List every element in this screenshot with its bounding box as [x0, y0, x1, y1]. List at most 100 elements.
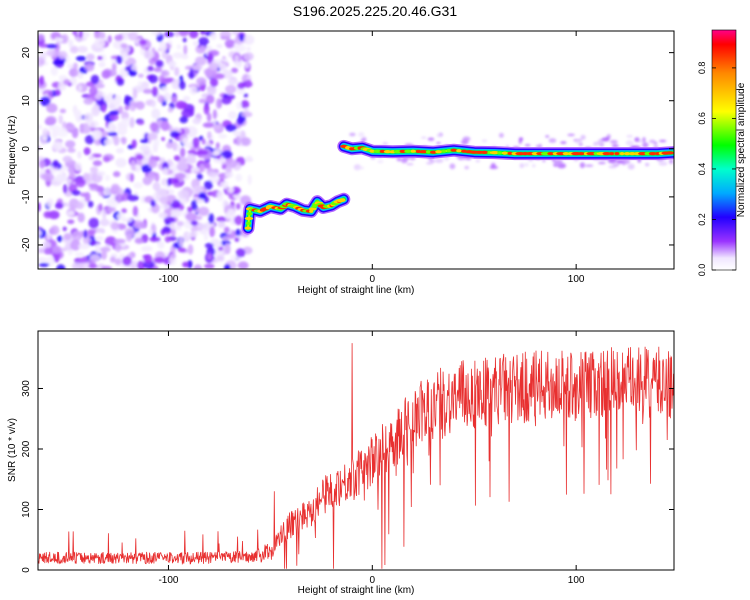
noise-blob: [78, 243, 90, 250]
noise-blob: [71, 190, 81, 196]
noise-blob: [104, 139, 113, 146]
noise-blob: [94, 83, 105, 89]
noise-blob: [158, 212, 168, 219]
signal-hotspot: [369, 149, 376, 153]
noise-blob: [84, 134, 95, 145]
noise-blob: [226, 86, 234, 96]
noise-blob: [70, 76, 76, 85]
noise-blob: [195, 56, 207, 66]
signal-hotspot: [308, 207, 317, 211]
noise-blob: [153, 138, 160, 147]
noise-blob: [222, 236, 231, 241]
noise-blob: [115, 243, 122, 253]
signal-hotspot: [562, 152, 570, 156]
noise-blob: [88, 155, 95, 161]
spectrogram-y-tick-label: -10: [21, 189, 32, 204]
noise-blob: [148, 74, 158, 84]
noise-blob: [63, 233, 72, 241]
noise-blob: [58, 114, 63, 125]
snr-x-tick-label: 100: [568, 575, 585, 586]
noise-blob: [227, 79, 239, 85]
noise-blob: [176, 221, 184, 227]
signal-halo-blob: [449, 163, 456, 170]
signal-halo-blob: [349, 132, 356, 137]
noise-blob: [170, 208, 183, 217]
noise-blob: [67, 147, 76, 153]
noise-blob: [212, 124, 221, 130]
noise-blob: [168, 60, 177, 67]
signal-halo-blob: [358, 132, 365, 138]
signal-hotspot: [379, 149, 386, 153]
signal-hotspot: [245, 221, 252, 225]
noise-blob: [171, 96, 178, 104]
noise-blob: [185, 212, 197, 221]
noise-blob: [209, 226, 216, 238]
noise-blob: [243, 93, 249, 98]
noise-blob: [247, 174, 252, 186]
signal-hotspot: [666, 151, 674, 155]
noise-blob: [174, 31, 180, 38]
noise-blob: [132, 88, 138, 99]
noise-blob: [183, 44, 188, 55]
noise-blob: [38, 124, 43, 130]
noise-blob: [209, 78, 219, 87]
colorbar: 0.0 0.2 0.4 0.6 0.8 Normalized spectral ampl…: [697, 29, 747, 276]
noise-blob: [132, 102, 140, 108]
snr-series-line: [38, 343, 674, 569]
noise-blob: [38, 262, 50, 267]
noise-blob: [38, 56, 45, 67]
noise-blob: [131, 139, 137, 149]
signal-halo-blob: [490, 162, 496, 169]
noise-blob: [232, 130, 242, 137]
noise-blob: [231, 67, 239, 74]
signal-hotspot: [339, 198, 346, 202]
noise-blob: [216, 44, 223, 49]
noise-blob: [63, 79, 71, 86]
noise-blob: [62, 155, 73, 163]
signal-hotspot: [502, 151, 508, 155]
signal-hotspot: [244, 226, 252, 230]
noise-blob: [187, 206, 193, 213]
noise-blob: [143, 254, 153, 264]
signal-halo-blob: [626, 134, 633, 138]
noise-blob: [40, 96, 51, 107]
signal-halo-blob: [560, 141, 567, 145]
signal-halo-blob: [659, 139, 667, 143]
noise-blob: [239, 33, 245, 42]
signal-hotspot: [410, 149, 416, 153]
noise-blob: [54, 202, 64, 209]
signal-halo-blob: [475, 159, 481, 163]
signal-halo-blob: [621, 158, 631, 165]
signal-halo-blob: [356, 166, 365, 170]
noise-blob: [38, 257, 48, 262]
signal-hotspot: [638, 152, 647, 156]
noise-blob: [227, 208, 236, 219]
noise-blob: [83, 112, 93, 123]
noise-blob: [174, 172, 186, 180]
noise-blob: [71, 262, 82, 269]
noise-blob: [46, 103, 58, 114]
noise-blob: [59, 75, 64, 82]
noise-blob: [152, 181, 161, 191]
noise-blob: [41, 133, 48, 141]
noise-blob: [235, 229, 242, 236]
spectrogram-x-tick-label: -100: [158, 274, 178, 285]
signal-hotspot: [435, 150, 442, 154]
noise-blob: [43, 127, 48, 134]
noise-blob: [121, 217, 133, 223]
snr-x-tick-label: 0: [370, 575, 376, 586]
noise-blob: [146, 132, 158, 141]
noise-blob: [88, 217, 100, 229]
noise-blob: [142, 88, 153, 94]
signal-halo-blob: [461, 139, 469, 145]
noise-blob: [244, 62, 250, 69]
noise-blob: [101, 265, 112, 269]
noise-blob: [237, 82, 246, 90]
signal-halo-blob: [649, 139, 656, 144]
noise-blob: [98, 203, 103, 212]
noise-blob: [218, 134, 228, 139]
colorbar-tick-label: 0.6: [697, 112, 707, 125]
noise-blob: [83, 147, 91, 156]
signal-halo-blob: [523, 162, 529, 167]
